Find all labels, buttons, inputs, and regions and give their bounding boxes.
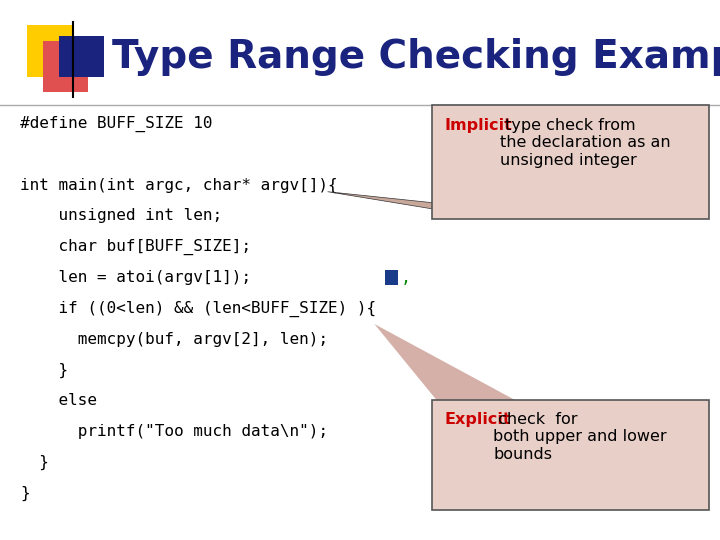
Text: char buf[BUFF_SIZE];: char buf[BUFF_SIZE]; [20,239,251,255]
Text: }: } [20,362,68,377]
FancyBboxPatch shape [385,270,398,285]
Text: unsigned int len;: unsigned int len; [20,208,222,224]
Text: len = atoi(argv[1]);: len = atoi(argv[1]); [20,270,251,285]
FancyBboxPatch shape [27,25,72,77]
FancyBboxPatch shape [432,105,709,219]
Text: else: else [20,393,97,408]
Text: if ((0<len) && (len<BUFF_SIZE) ){: if ((0<len) && (len<BUFF_SIZE) ){ [20,301,377,317]
FancyBboxPatch shape [432,400,709,510]
FancyBboxPatch shape [43,40,88,92]
Text: type check from
the declaration as an
unsigned integer: type check from the declaration as an un… [500,118,671,167]
Text: Implicit: Implicit [444,118,512,133]
Text: }: } [20,485,30,501]
Polygon shape [328,192,508,211]
Polygon shape [374,324,529,408]
Text: printf("Too much data\n");: printf("Too much data\n"); [20,424,328,439]
Text: check  for
both upper and lower
bounds: check for both upper and lower bounds [493,412,667,462]
FancyBboxPatch shape [59,36,104,77]
Text: int main(int argc, char* argv[]){: int main(int argc, char* argv[]){ [20,178,338,193]
Text: Explicit: Explicit [444,412,511,427]
Text: memcpy(buf, argv[2], len);: memcpy(buf, argv[2], len); [20,332,328,347]
Text: ,: , [401,268,411,287]
Text: }: } [20,455,49,470]
Text: #define BUFF_SIZE 10: #define BUFF_SIZE 10 [20,116,212,132]
Text: Type Range Checking Example: Type Range Checking Example [112,38,720,76]
